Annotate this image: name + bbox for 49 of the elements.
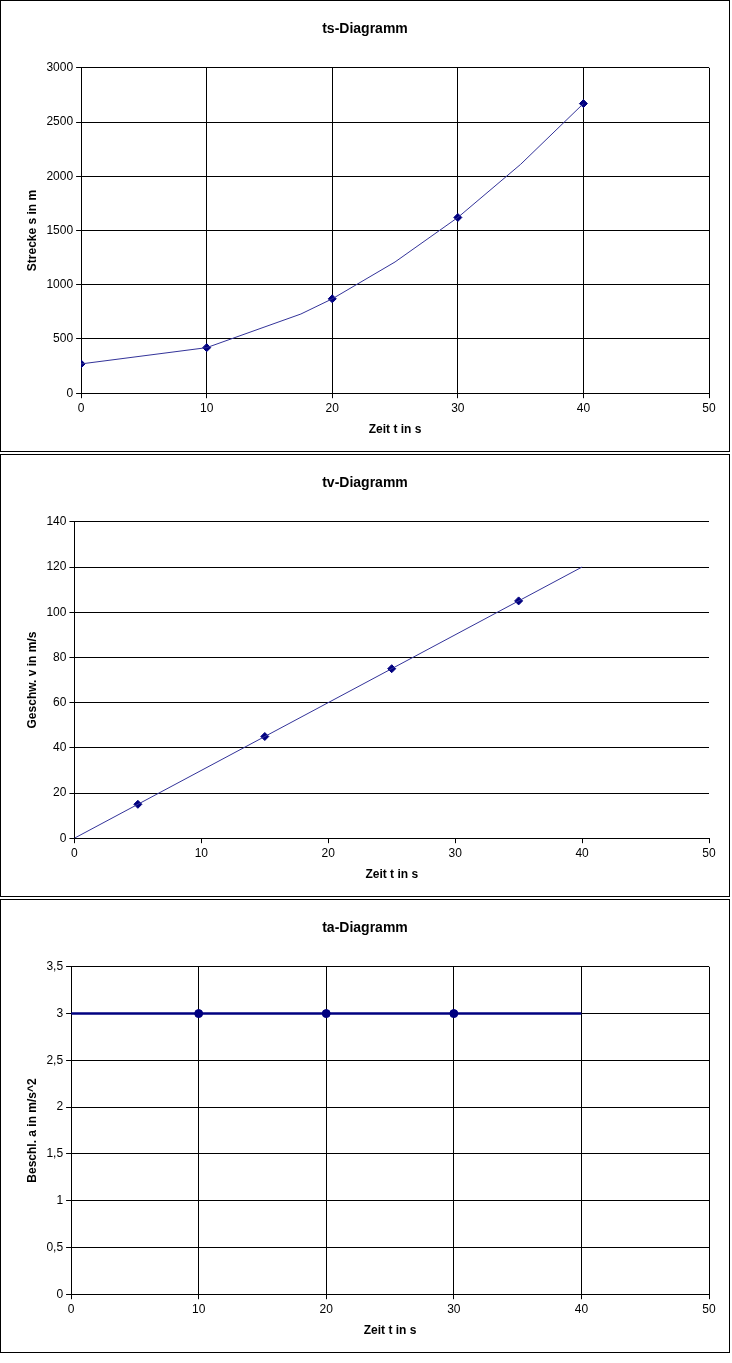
- y-tick-label: 2: [56, 1099, 64, 1114]
- y-tick-label: 0: [59, 830, 67, 845]
- x-tick-label: 0: [77, 400, 85, 415]
- x-tick-label: 30: [448, 845, 463, 860]
- x-axis-title: Zeit t in s: [365, 867, 419, 882]
- y-tick-label: 80: [53, 649, 67, 664]
- x-tick-label: 10: [194, 845, 209, 860]
- chart-title: ts-Diagramm: [322, 20, 408, 37]
- y-tick-label: 20: [53, 785, 67, 800]
- y-tick-label: 2,5: [46, 1052, 64, 1067]
- y-tick-label: 3: [56, 1005, 64, 1020]
- x-tick-label: 40: [576, 400, 591, 415]
- x-tick-label: 40: [575, 845, 590, 860]
- y-tick-label: 1000: [46, 277, 74, 292]
- x-axis-title: Zeit t in s: [363, 1323, 417, 1338]
- x-tick-label: 50: [702, 400, 716, 415]
- chart-title: ta-Diagramm: [322, 919, 408, 936]
- y-tick-label: 100: [46, 604, 67, 619]
- y-tick-label: 0: [66, 385, 74, 400]
- chart-title: tv-Diagramm: [322, 474, 408, 491]
- x-tick-label: 20: [325, 400, 340, 415]
- y-tick-label: 1,5: [46, 1146, 64, 1161]
- y-tick-label: 60: [53, 694, 67, 709]
- y-tick-label: 120: [46, 559, 67, 574]
- x-tick-label: 50: [702, 845, 716, 860]
- x-tick-label: 20: [321, 845, 336, 860]
- point: [578, 99, 588, 109]
- y-tick-label: 3000: [46, 60, 74, 75]
- x-tick-label: 30: [447, 1301, 461, 1316]
- x-tick-label: 10: [191, 1301, 206, 1316]
- x-tick-label: 20: [319, 1301, 334, 1316]
- y-tick-label: 40: [53, 740, 67, 755]
- y-tick-label: 1: [56, 1192, 64, 1207]
- y-axis-title: Geschw. v in m/s: [24, 631, 39, 729]
- x-tick-label: 40: [574, 1301, 589, 1316]
- y-tick-label: 0,5: [46, 1239, 64, 1254]
- x-tick-label: 50: [702, 1301, 716, 1316]
- y-tick-label: 3,5: [46, 959, 64, 974]
- y-axis-title: Strecke s in m: [24, 189, 39, 272]
- y-tick-label: 140: [46, 514, 67, 529]
- y-axis-title: Beschl. a in m/s^2: [24, 1077, 39, 1183]
- y-tick-label: 1500: [46, 222, 74, 237]
- y-tick-label: 2500: [46, 114, 74, 129]
- y-tick-label: 2000: [46, 168, 74, 183]
- x-tick-label: 10: [200, 400, 214, 415]
- y-tick-label: 500: [53, 331, 74, 346]
- x-axis-title: Zeit t in s: [368, 422, 422, 437]
- y-tick-label: 0: [56, 1286, 64, 1301]
- x-tick-label: 30: [451, 400, 465, 415]
